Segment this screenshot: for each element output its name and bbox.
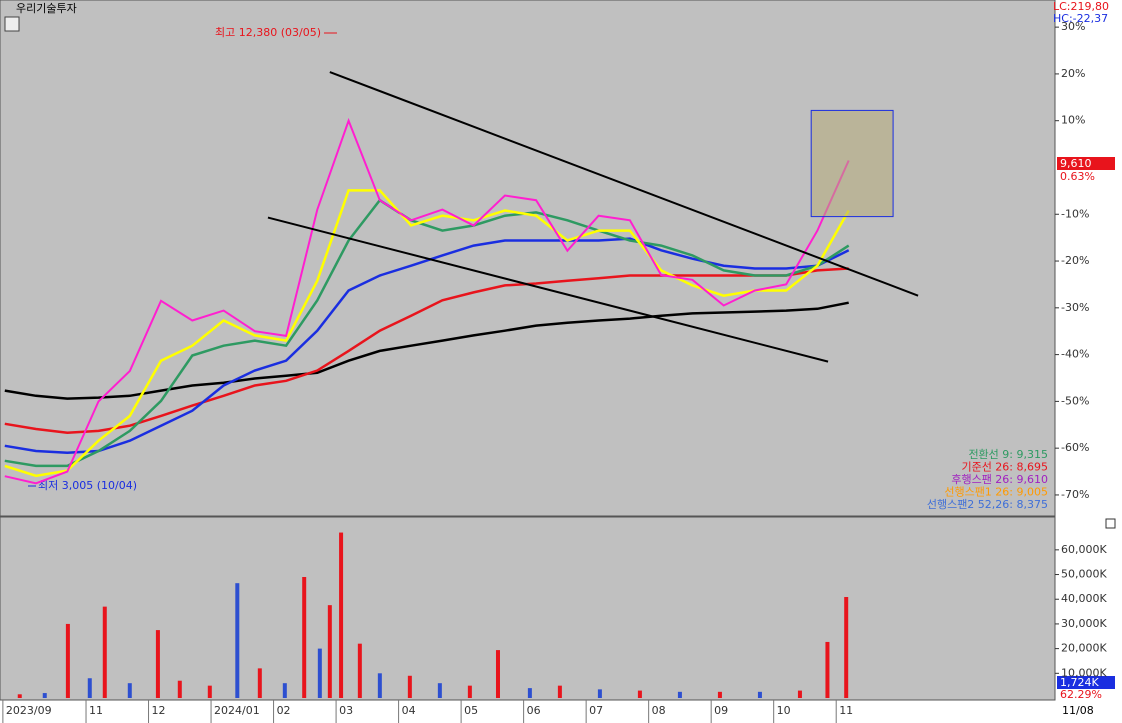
hc-status: HC:-22,37: [1053, 12, 1108, 25]
volume-bar: [235, 583, 240, 698]
volume-tag: [1057, 676, 1115, 689]
y-tick-label: -30%: [1061, 301, 1089, 314]
y-tick-label: -60%: [1061, 441, 1089, 454]
legend-entry: 후행스팬 26: 9,610: [951, 473, 1048, 486]
last-price: 9,610: [1060, 157, 1092, 170]
y-tick-label: -20%: [1061, 254, 1089, 267]
volume-bar: [65, 623, 70, 698]
volume-bar: [155, 630, 160, 698]
x-tick-label: 12: [152, 704, 166, 717]
last-volume: 1,724K: [1060, 676, 1099, 689]
volume-bar: [717, 691, 722, 698]
volume-bar: [257, 668, 262, 698]
x-tick-label: 11: [89, 704, 103, 717]
volume-bar: [339, 532, 344, 698]
volume-panel: [0, 516, 1056, 701]
volume-bar: [327, 605, 332, 698]
volume-bar: [527, 688, 532, 698]
volume-bar: [825, 641, 830, 698]
legend-entry: 선행스팬2 52,26: 8,375: [927, 498, 1048, 511]
y-tick-label: -70%: [1061, 488, 1089, 501]
volume-bar: [407, 675, 412, 698]
price-line: [4, 117, 850, 485]
high-label: 최고 12,380 (03/05): [215, 26, 321, 39]
price-line: [4, 267, 849, 434]
lc-status: LC:219,80: [1053, 0, 1109, 13]
price-line: [4, 198, 850, 468]
volume-bar: [437, 683, 442, 698]
y-tick-label: 30,000K: [1061, 617, 1107, 630]
panel-icon[interactable]: [4, 16, 20, 32]
volume-bar: [844, 597, 849, 698]
x-tick-label: 08: [652, 704, 666, 717]
volume-bar: [797, 690, 802, 698]
volume-bar: [377, 673, 382, 698]
volume-bar: [42, 693, 47, 698]
volume-bar: [557, 685, 562, 698]
price-line: [4, 189, 850, 478]
x-tick-label: 03: [339, 704, 353, 717]
price-tag: [1057, 157, 1115, 170]
last-date: 11/08: [1062, 704, 1094, 717]
x-tick-label: 2024/01: [214, 704, 260, 717]
last-volume-pct: 62.29%: [1060, 688, 1102, 701]
legend-entry: 전환선 9: 9,315: [968, 448, 1048, 461]
volume-bar: [495, 650, 500, 698]
last-change: 0.63%: [1060, 170, 1095, 183]
y-tick-label: -40%: [1061, 348, 1089, 361]
x-tick-label: 11: [839, 704, 853, 717]
volume-bar: [17, 694, 22, 698]
x-tick-label: 10: [777, 704, 791, 717]
volume-bar: [467, 685, 472, 698]
volume-bar: [177, 680, 182, 698]
volume-bar: [317, 648, 322, 698]
volume-bar: [597, 689, 602, 698]
x-tick-label: 06: [527, 704, 541, 717]
legend-entry: 기준선 26: 8,695: [961, 461, 1048, 474]
volume-bar: [282, 683, 287, 698]
volume-bar: [757, 691, 762, 698]
stock-title: 우리기술투자: [16, 2, 77, 15]
volume-bar: [677, 691, 682, 698]
volume-bar: [637, 690, 642, 698]
x-tick-label: 07: [589, 704, 603, 717]
volume-bar: [87, 678, 92, 698]
y-tick-label: -10%: [1061, 207, 1089, 220]
highlight-box: [810, 109, 894, 218]
y-tick-label: 10,000K: [1061, 666, 1107, 679]
y-tick-label: 30%: [1061, 20, 1085, 33]
panel-button[interactable]: [1105, 518, 1116, 529]
low-label: 최저 3,005 (10/04): [38, 479, 137, 492]
trend-line: [329, 71, 919, 297]
volume-bar: [302, 577, 307, 698]
x-tick-label: 09: [714, 704, 728, 717]
legend-entry: 선행스팬1 26: 9,005: [944, 486, 1048, 499]
y-tick-label: 40,000K: [1061, 592, 1107, 605]
price-line: [4, 301, 849, 400]
volume-bar: [102, 606, 107, 698]
y-tick-label: 10%: [1061, 114, 1085, 127]
trend-line: [267, 216, 829, 363]
y-tick-label: 50,000K: [1061, 568, 1107, 581]
x-tick-label: 2023/09: [6, 704, 52, 717]
y-tick-label: 60,000K: [1061, 543, 1107, 556]
volume-bar: [357, 643, 362, 698]
volume-bar: [127, 683, 132, 698]
y-tick-label: 20%: [1061, 67, 1085, 80]
y-tick-label: 20,000K: [1061, 642, 1107, 655]
price-panel: [0, 0, 1056, 517]
x-tick-label: 04: [402, 704, 416, 717]
y-tick-label: -50%: [1061, 394, 1089, 407]
x-tick-label: 05: [464, 704, 478, 717]
volume-bar: [207, 685, 212, 698]
x-tick-label: 02: [277, 704, 291, 717]
